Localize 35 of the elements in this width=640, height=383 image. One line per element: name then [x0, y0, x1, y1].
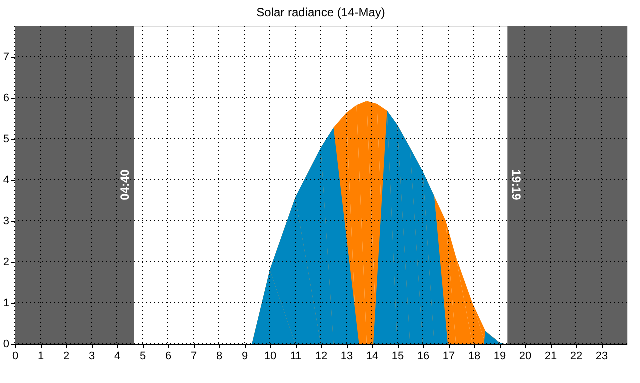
x-tick-label: 22 — [570, 350, 583, 362]
y-tick-label: 7 — [3, 51, 10, 64]
x-tick-label: 16 — [417, 350, 430, 362]
y-tick-label: 1 — [3, 297, 10, 310]
x-tick-label: 23 — [596, 350, 608, 362]
chart-title: Solar radiance (14-May) — [256, 6, 386, 20]
x-tick-label: 19 — [494, 350, 506, 362]
x-tick-label: 6 — [165, 350, 172, 362]
x-tick-label: 14 — [366, 350, 379, 362]
x-tick-label: 2 — [63, 350, 70, 362]
x-tick-label: 0 — [12, 350, 19, 362]
y-tick-label: 3 — [3, 215, 10, 228]
x-tick-label: 10 — [264, 350, 277, 362]
y-tick-label: 5 — [3, 133, 10, 146]
x-tick-label: 1 — [38, 350, 44, 362]
y-tick-label: 4 — [3, 174, 10, 186]
x-tick-label: 13 — [340, 350, 354, 362]
x-tick-label: 4 — [114, 350, 121, 362]
band-label: 19:19 — [510, 170, 524, 201]
y-tick-label: 6 — [3, 92, 10, 104]
x-tick-label: 15 — [392, 350, 404, 362]
x-tick-label: 3 — [88, 350, 96, 362]
x-tick-label: 21 — [544, 350, 558, 362]
x-tick-label: 17 — [442, 350, 456, 362]
x-tick-label: 5 — [140, 350, 146, 362]
x-tick-label: 11 — [290, 350, 302, 362]
x-tick-label: 12 — [315, 350, 328, 362]
x-tick-label: 18 — [468, 350, 481, 362]
x-tick-label: 9 — [242, 350, 248, 362]
x-tick-label: 8 — [216, 350, 223, 362]
x-tick-label: 7 — [190, 350, 198, 362]
band-label: 04:40 — [118, 169, 132, 200]
y-tick-label: 0 — [3, 338, 10, 350]
y-tick-label: 2 — [3, 256, 10, 268]
x-tick-label: 20 — [519, 350, 532, 362]
